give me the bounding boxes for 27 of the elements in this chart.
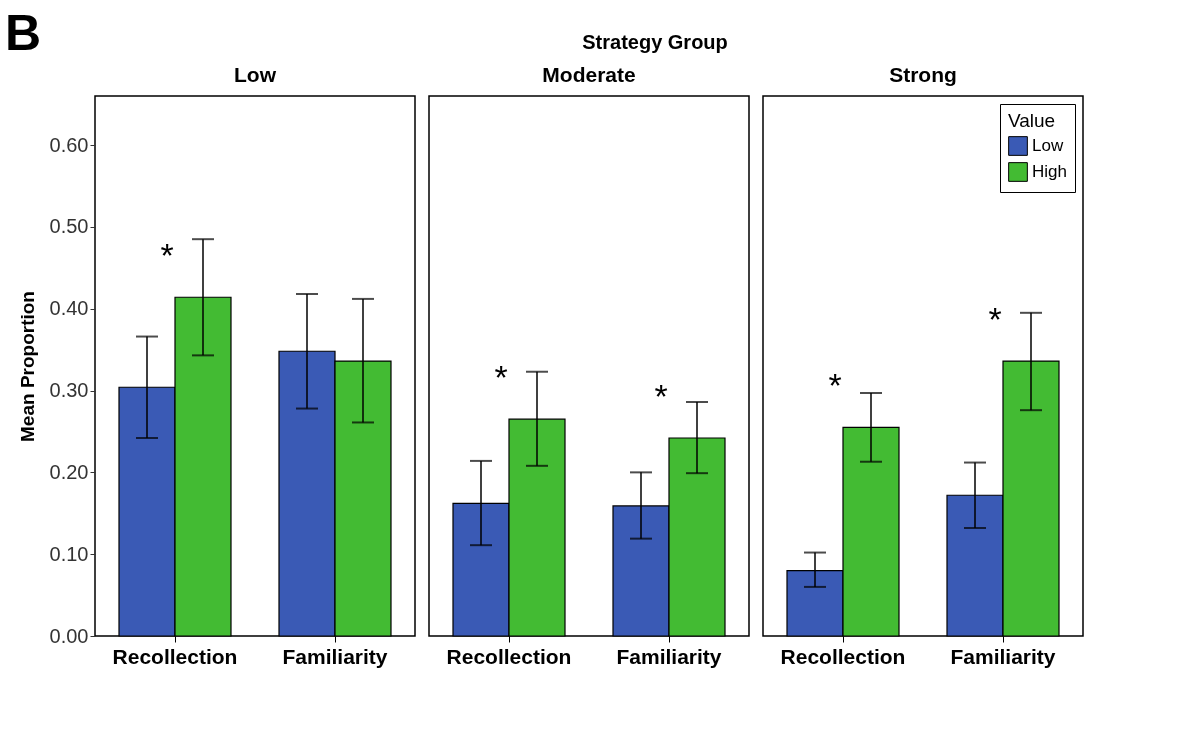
annotation: *: [988, 300, 1002, 339]
y-tick-label: 0.00: [49, 624, 89, 647]
text: Strategy Group: [582, 31, 728, 53]
y-tick-label: 0.50: [49, 215, 89, 238]
x-tick-label: Recollection: [112, 644, 238, 668]
annotation: *: [828, 366, 842, 405]
y-tick-label: 0.40: [49, 297, 89, 320]
chart-title: Low: [234, 63, 277, 86]
annotation: *: [160, 236, 174, 275]
x-tick-label: Recollection: [446, 644, 572, 668]
legend-title: Value: [1008, 110, 1056, 131]
annotation: *: [494, 358, 508, 397]
legend-label: Low: [1032, 136, 1064, 155]
y-tick-label: 0.20: [49, 460, 89, 483]
y-tick-label: 0.60: [49, 133, 89, 156]
x-tick-label: Familiarity: [616, 644, 722, 668]
text: B: [5, 5, 42, 61]
chart-title: Strong: [889, 63, 957, 86]
x-tick-label: Recollection: [780, 644, 906, 668]
chart-title: Moderate: [542, 63, 636, 86]
y-axis-title: Mean Proportion: [16, 291, 38, 442]
x-tick-label: Familiarity: [282, 644, 388, 668]
y-tick-label: 0.10: [49, 542, 89, 565]
annotation: *: [654, 377, 668, 415]
legend-label: High: [1032, 162, 1067, 181]
y-tick-label: 0.30: [49, 379, 89, 402]
x-tick-label: Familiarity: [950, 644, 1056, 668]
